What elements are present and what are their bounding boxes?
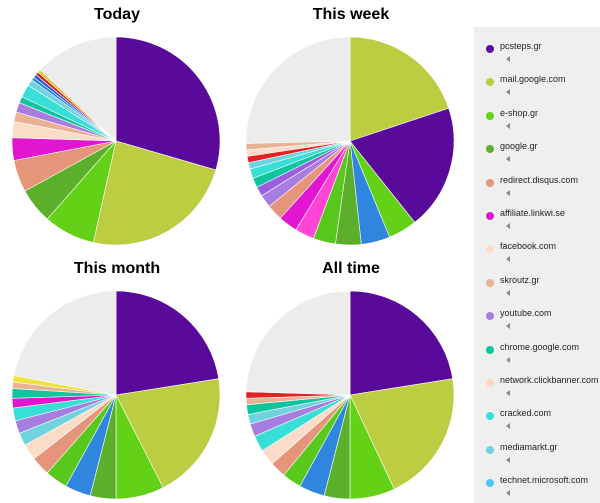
pie-slice-mail-google-com[interactable] (349, 36, 450, 142)
pie-slice-mail-google-com[interactable] (349, 378, 455, 490)
expand-arrow-icon[interactable] (506, 256, 510, 263)
pie-chart-today (11, 36, 221, 246)
expand-arrow-icon[interactable] (506, 223, 510, 229)
expand-arrow-icon[interactable] (506, 390, 510, 396)
pie-chart-this-month (11, 290, 221, 500)
expand-arrow-icon[interactable] (506, 56, 510, 62)
expand-arrow-icon[interactable] (506, 456, 510, 463)
expand-arrow-icon[interactable] (506, 323, 510, 330)
legend-label: google.gr (500, 141, 538, 152)
pie-slice-pcsteps-gr[interactable] (115, 36, 221, 171)
legend-color-swatch (486, 178, 494, 187)
legend-label: youtube.com (500, 308, 552, 319)
legend-color-swatch (486, 445, 494, 454)
legend-label: pcsteps.gr (500, 41, 542, 51)
pie-slice-pcsteps-gr[interactable] (349, 107, 455, 223)
legend-color-swatch (486, 212, 494, 220)
legend-color-swatch (486, 145, 494, 154)
expand-arrow-icon[interactable] (506, 189, 510, 196)
pie-slice-other[interactable] (13, 290, 117, 396)
legend-label: chrome.google.com (500, 341, 580, 352)
expand-arrow-icon[interactable] (506, 490, 510, 497)
expand-arrow-icon[interactable] (506, 356, 510, 363)
pie-slice-pcsteps-gr[interactable] (349, 290, 454, 396)
legend-label: mail.google.com (500, 74, 566, 85)
chart-title-this-week: This week (312, 6, 390, 23)
expand-arrow-icon[interactable] (506, 122, 510, 129)
legend-color-swatch (486, 312, 494, 321)
legend-color-swatch (486, 45, 494, 53)
legend-color-swatch (486, 345, 494, 354)
pie-slice-other[interactable] (245, 36, 351, 144)
legend-color-swatch (486, 78, 494, 87)
legend-color-swatch (486, 479, 494, 488)
legend-label: facebook.com (500, 241, 557, 252)
pie-slice-pcsteps-gr[interactable] (115, 290, 220, 396)
expand-arrow-icon[interactable] (506, 156, 510, 163)
legend-label: technet.microsoft.com (500, 475, 589, 486)
legend-color-swatch (486, 412, 494, 421)
pie-slice-other[interactable] (245, 290, 351, 396)
pie-slice-mail-google-com[interactable] (92, 140, 217, 246)
chart-title-this-month: This month (73, 260, 161, 277)
legend-label: mediamarkt.gr (500, 441, 558, 452)
legend-label: network.clickbanner.com (500, 375, 599, 385)
pie-chart-all-time (245, 290, 455, 500)
legend-label: redirect.disqus.com (500, 174, 579, 185)
pie-slice-other[interactable] (39, 36, 117, 142)
legend-color-swatch (486, 379, 494, 387)
legend-label: cracked.com (500, 408, 552, 419)
legend-color-swatch (486, 278, 494, 287)
pie-slice-mail-google-com[interactable] (115, 378, 221, 489)
pie-chart-this-week (245, 36, 455, 246)
legend-label: e-shop.gr (500, 107, 539, 118)
legend-label: skroutz.gr (500, 274, 540, 285)
expand-arrow-icon[interactable] (506, 289, 510, 296)
legend-color-swatch (486, 111, 494, 120)
legend-color-swatch (486, 245, 494, 254)
chart-title-all-time: All time (322, 260, 380, 277)
chart-title-today: Today (94, 6, 140, 23)
legend-label: affiliate.linkwi.se (500, 208, 565, 218)
legend-panel: pcsteps.gr mail.google.com e-shop.gr google… (474, 27, 600, 503)
expand-arrow-icon[interactable] (506, 423, 510, 430)
expand-arrow-icon[interactable] (506, 89, 510, 96)
